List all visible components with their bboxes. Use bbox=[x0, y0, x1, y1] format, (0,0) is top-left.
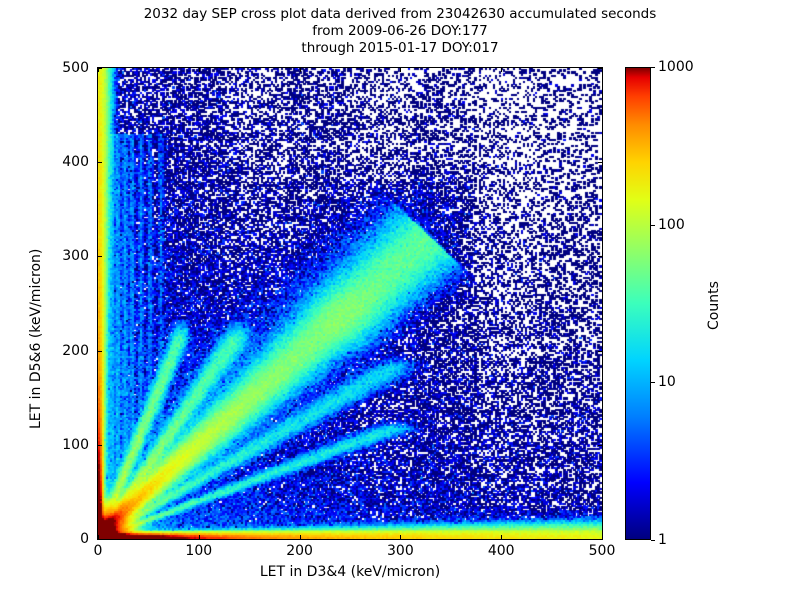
x-tick-mark bbox=[198, 68, 200, 72]
y-tick-mark bbox=[598, 444, 602, 446]
y-tick-mark bbox=[598, 68, 602, 69]
y-tick-label: 300 bbox=[62, 248, 89, 265]
x-tick-mark bbox=[299, 68, 301, 72]
x-tick-mark bbox=[501, 535, 503, 539]
colorbar-title: Counts bbox=[706, 281, 722, 330]
x-tick-label: 100 bbox=[185, 543, 213, 559]
colorbar-tick-mark bbox=[651, 67, 655, 68]
x-tick-mark bbox=[602, 68, 603, 72]
x-tick-label: 300 bbox=[387, 543, 414, 559]
x-tick-mark bbox=[400, 535, 402, 539]
colorbar-tick-label: 1 bbox=[658, 532, 667, 548]
y-tick-mark bbox=[98, 68, 102, 69]
y-tick-mark bbox=[598, 256, 602, 258]
y-tick-mark bbox=[98, 444, 102, 446]
chart-title-line-3: through 2015-01-17 DOY:017 bbox=[301, 40, 499, 56]
chart-title-line-1: 2032 day SEP cross plot data derived fro… bbox=[143, 6, 657, 22]
x-tick-label: 200 bbox=[286, 543, 313, 559]
x-tick-mark bbox=[602, 535, 603, 539]
y-tick-label: 100 bbox=[62, 436, 89, 453]
y-tick-label: 0 bbox=[80, 531, 89, 547]
y-tick-mark bbox=[98, 256, 102, 258]
x-tick-mark bbox=[501, 68, 503, 72]
colorbar-tick-label: 100 bbox=[658, 216, 685, 233]
y-axis-title: LET in D5&6 (keV/micron) bbox=[28, 248, 44, 429]
colorbar-tick-label: 10 bbox=[658, 374, 676, 391]
colorbar-tick-label: 1000 bbox=[658, 59, 694, 75]
colorbar bbox=[625, 67, 651, 540]
y-tick-mark bbox=[598, 162, 602, 164]
y-tick-label: 200 bbox=[62, 342, 89, 359]
chart-title-line-2: from 2009-06-26 DOY:177 bbox=[312, 23, 488, 39]
x-tick-mark bbox=[98, 68, 99, 72]
y-tick-label: 400 bbox=[62, 154, 89, 171]
colorbar-tick-mark bbox=[651, 382, 655, 384]
plot-axes bbox=[97, 67, 603, 540]
x-tick-mark bbox=[299, 535, 301, 539]
y-tick-mark bbox=[98, 350, 102, 352]
chart-title: 2032 day SEP cross plot data derived fro… bbox=[0, 6, 800, 57]
x-tick-label: 0 bbox=[93, 543, 103, 559]
colorbar-tick-mark bbox=[651, 224, 655, 226]
scatter-density-canvas bbox=[98, 68, 602, 539]
x-tick-label: 500 bbox=[588, 543, 616, 559]
x-tick-mark bbox=[198, 535, 200, 539]
y-tick-label: 500 bbox=[62, 60, 89, 76]
y-tick-mark bbox=[98, 162, 102, 164]
colorbar-gradient bbox=[626, 68, 650, 539]
y-tick-mark bbox=[98, 539, 102, 540]
colorbar-tick-mark bbox=[651, 540, 655, 541]
x-tick-label: 400 bbox=[487, 543, 515, 559]
y-tick-mark bbox=[598, 539, 602, 540]
y-tick-mark bbox=[598, 350, 602, 352]
x-tick-mark bbox=[400, 68, 402, 72]
x-axis-title: LET in D3&4 (keV/micron) bbox=[259, 564, 441, 580]
x-tick-mark bbox=[98, 535, 99, 539]
